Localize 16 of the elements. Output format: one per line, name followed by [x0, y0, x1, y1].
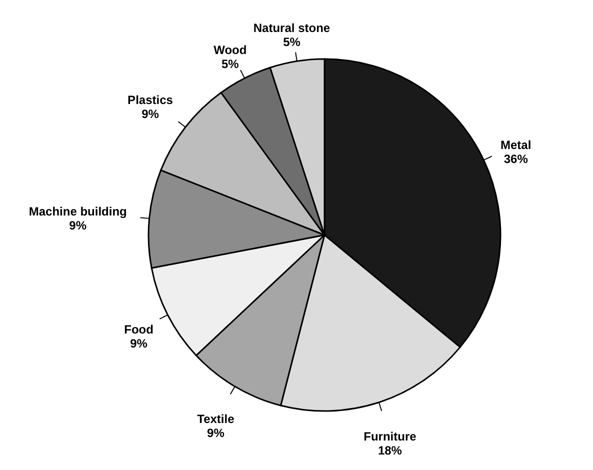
- slice-label: Furniture: [364, 430, 417, 444]
- data-label: 9%: [207, 426, 225, 440]
- data-label: 18%: [378, 444, 402, 458]
- data-label: 5%: [283, 35, 301, 50]
- data-label: 9%: [130, 336, 148, 351]
- slice-label: Food: [124, 322, 154, 337]
- data-label: 9%: [69, 218, 87, 233]
- data-label: 5%: [221, 56, 240, 71]
- slice-label: Machine building: [28, 204, 127, 219]
- slice-label: Wood: [214, 42, 247, 57]
- slice-label: Metal: [500, 138, 532, 152]
- slice-label: Textile: [197, 412, 235, 426]
- data-label: 9%: [142, 106, 160, 121]
- slice-label: Natural stone: [253, 21, 330, 36]
- slice-label: Plastics: [128, 92, 174, 107]
- data-label: 36%: [504, 152, 528, 166]
